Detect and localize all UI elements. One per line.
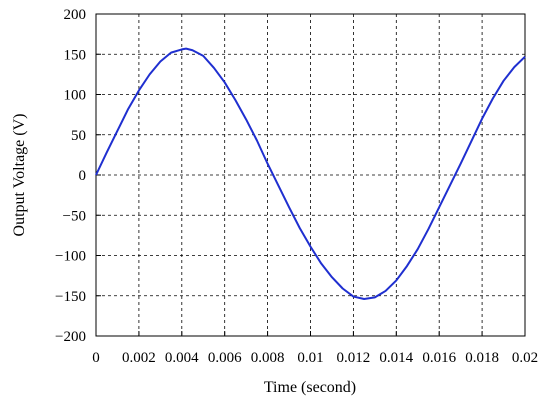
x-tick-label: 0.006 (208, 350, 242, 366)
x-tick-label: 0.01 (297, 350, 323, 366)
y-tick-label: 50 (71, 128, 86, 144)
y-tick-label: −50 (63, 208, 86, 224)
series-group (95, 47, 526, 300)
x-tick-label: 0.016 (422, 350, 456, 366)
x-tick-label: 0.02 (512, 350, 538, 366)
y-tick-labels: 200 150 100 50 0 −50 −100 −150 −200 (55, 7, 86, 345)
y-tick-label: 0 (79, 168, 87, 184)
series-line-0 (95, 47, 526, 300)
y-tick-label: −200 (55, 329, 86, 345)
y-tick-label: −150 (55, 289, 86, 305)
y-tick-label: 200 (64, 7, 87, 23)
x-tick-labels: 0 0.002 0.004 0.006 0.008 0.01 0.012 0.014 0.016… (92, 350, 538, 366)
x-tick-label: 0.008 (251, 350, 285, 366)
x-axis-title: Time (second) (264, 379, 356, 396)
y-tick-label: 150 (64, 47, 87, 63)
x-tick-label: 0 (92, 350, 100, 366)
x-tick-label: 0.004 (165, 350, 199, 366)
x-tick-label: 0.018 (465, 350, 499, 366)
y-axis-title: Output Voltage (V) (11, 114, 28, 237)
x-tick-label: 0.012 (337, 350, 371, 366)
y-tick-label: −100 (55, 249, 86, 265)
x-tick-label: 0.014 (379, 350, 413, 366)
x-tick-label: 0.002 (122, 350, 156, 366)
y-tick-label: 100 (64, 88, 87, 104)
